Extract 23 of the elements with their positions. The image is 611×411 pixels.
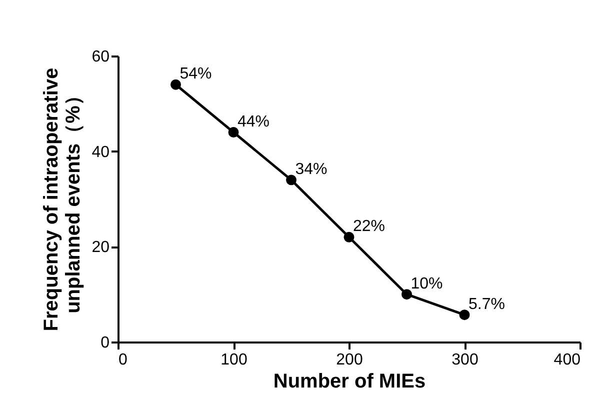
point bbox=[402, 289, 412, 300]
data-label: 5.7% bbox=[468, 296, 505, 313]
y-axis-title: Frequency of intraoperative unplanned events（%） bbox=[40, 68, 85, 332]
x-tick-label: 100 bbox=[220, 352, 248, 368]
x-tick-label: 300 bbox=[452, 352, 478, 368]
data-label: 10% bbox=[410, 275, 443, 292]
point bbox=[459, 310, 470, 320]
y-tick-label: 40 bbox=[92, 144, 110, 161]
data-label: 54% bbox=[180, 66, 212, 83]
x-tick-label: 200 bbox=[336, 352, 363, 368]
point bbox=[344, 232, 354, 242]
y-tick-label: 20 bbox=[92, 239, 110, 256]
point bbox=[228, 127, 239, 138]
data-label: 34% bbox=[295, 160, 328, 178]
data-label: 22% bbox=[353, 218, 386, 236]
point bbox=[286, 174, 296, 186]
x-tick-label: 0 bbox=[118, 352, 128, 368]
y-tick-label: 0 bbox=[100, 334, 110, 352]
y-tick-label: 60 bbox=[92, 48, 110, 66]
x-tick-label: 400 bbox=[554, 352, 581, 368]
x-axis-title: Number of MIEs bbox=[273, 370, 426, 392]
point bbox=[170, 79, 181, 90]
data-label: 44% bbox=[238, 113, 270, 130]
